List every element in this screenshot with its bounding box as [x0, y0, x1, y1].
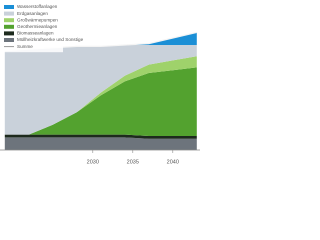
legend-label: Müllheizkraftwerke und Sonstige	[17, 37, 84, 42]
legend-swatch	[4, 24, 14, 29]
legend-label: Summe	[17, 44, 33, 49]
legend-label: Großwärmepumpen	[17, 17, 58, 22]
area	[4, 56, 197, 135]
chart: 2030 2035 2040 Wasserstoffanlagen Erdgasanla…	[0, 2, 200, 165]
x-tick-label: 2030	[87, 159, 99, 165]
legend-swatch	[4, 5, 14, 9]
legend-label: Geothermieanlagen	[17, 24, 58, 29]
legend-swatch	[4, 38, 14, 42]
area	[4, 137, 197, 150]
area	[4, 67, 197, 136]
legend-label: Wasserstoffanlagen	[17, 4, 58, 9]
legend-swatch	[4, 31, 14, 36]
legend-swatch	[4, 11, 14, 16]
legend-label: Biomasseanlagen	[17, 31, 54, 36]
x-tick-label: 2035	[127, 159, 139, 165]
area	[4, 45, 197, 135]
area	[4, 134, 197, 139]
x-tick-label: 2040	[167, 159, 179, 165]
legend-swatch	[4, 18, 14, 23]
legend-label: Erdgasanlagen	[17, 11, 48, 16]
